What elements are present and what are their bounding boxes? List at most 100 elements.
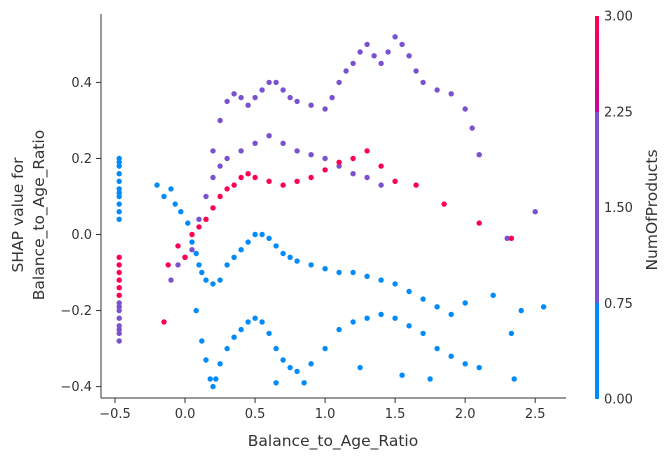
data-point [462,106,468,112]
data-point [116,338,122,344]
data-point [217,163,223,169]
data-point [203,216,209,222]
data-point [462,300,468,306]
data-point [476,364,482,371]
data-point [245,239,251,245]
x-tick-label: 0.0 [175,407,196,422]
data-point [154,182,160,188]
data-point [427,376,433,382]
data-point [116,163,122,169]
colorbar-tick-label: 2.25 [604,105,633,120]
data-point [116,277,122,283]
data-point [273,380,279,386]
data-point [224,345,230,352]
data-point [540,304,547,310]
data-point [210,281,216,287]
data-point [199,338,205,344]
data-point [245,171,251,177]
data-point [116,326,122,333]
data-point [469,125,475,131]
data-point [399,372,405,378]
x-tick-label: 1.5 [385,407,406,422]
data-point [189,247,195,253]
data-point [175,243,181,249]
data-point [165,262,171,268]
data-point [238,94,244,101]
data-point [392,315,398,321]
data-point [336,269,342,276]
data-point [413,68,419,74]
data-point [406,323,412,329]
data-point [336,326,342,333]
data-point [392,281,398,287]
data-point [364,174,370,181]
data-point [259,231,265,238]
data-point [329,94,335,101]
data-point [301,380,307,386]
data-point [364,148,370,154]
data-point [434,87,440,93]
data-point [322,266,328,272]
data-point [224,262,230,268]
data-point [210,174,216,181]
data-point [294,178,300,184]
data-point [203,193,209,200]
x-ticks: −0.5 0.0 0.5 1.0 1.5 2.0 2.5 [99,398,546,422]
data-point [364,315,370,321]
colorbar-title: NumOfProducts [643,149,661,270]
data-point [116,262,122,268]
data-point [196,216,202,222]
data-point [203,277,209,283]
data-point [378,311,384,318]
data-point [462,361,468,367]
data-point [182,254,188,260]
data-point [280,250,286,257]
data-point [217,361,223,367]
data-point [322,106,328,112]
data-point [252,174,258,181]
data-point [224,186,230,192]
data-point [238,326,244,333]
data-point [252,140,258,146]
data-point [224,98,230,105]
data-point [308,102,314,108]
data-point [294,258,300,264]
data-point [193,307,199,314]
x-tick-label: −0.5 [99,407,131,422]
data-point [294,148,300,154]
data-point [448,91,454,97]
data-point [406,288,412,295]
data-point [252,231,258,238]
data-point [350,269,356,276]
data-point [441,201,447,207]
data-point [308,262,314,268]
data-point [116,216,122,222]
data-point [168,186,174,192]
data-point [207,376,213,382]
data-point [385,49,391,55]
y-axis-title-line2: Balance_to_Age_Ratio [30,130,49,300]
x-tick-label: 2.5 [525,407,546,422]
data-point [266,79,272,86]
x-tick-label: 1.0 [315,407,336,422]
data-point [280,357,286,363]
data-point [196,262,202,268]
data-point [252,94,258,101]
data-point [245,319,251,325]
data-point [294,368,300,375]
x-tick-label: 0.5 [245,407,266,422]
data-point [116,323,122,329]
data-point [116,307,122,314]
data-point [116,201,122,207]
data-point [476,152,482,158]
data-point [266,330,272,337]
data-point [322,167,328,173]
data-point [336,159,342,165]
data-point [116,190,122,196]
data-point [532,209,538,215]
colorbar [595,16,599,399]
x-tick-label: 2.0 [455,407,476,422]
data-point [420,330,426,337]
data-point [420,296,426,302]
